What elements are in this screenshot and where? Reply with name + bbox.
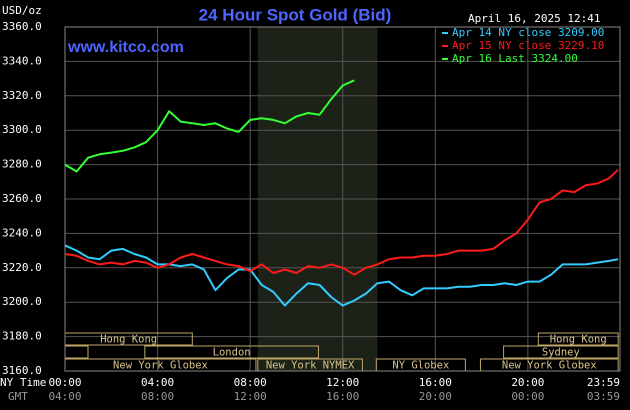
session-label: NY Globex	[392, 360, 449, 372]
y-tick-label: 3240.0	[2, 226, 42, 239]
x-tick-label: 00:00	[48, 376, 81, 389]
session-label: New York NYMEX	[266, 360, 355, 372]
timestamp: April 16, 2025 12:41	[468, 12, 600, 25]
y-tick-label: 3260.0	[2, 192, 42, 205]
x-axis-label: NY Time	[0, 376, 46, 389]
y-tick-label: 3160.0	[2, 364, 42, 377]
y-tick-label: 3340.0	[2, 54, 42, 67]
session-box	[64, 345, 89, 359]
chart-title: 24 Hour Spot Gold (Bid)	[199, 5, 392, 24]
x-tick-label-gmt: 04:00	[48, 390, 81, 403]
y-tick-label: 3320.0	[2, 89, 42, 102]
session-label: London	[213, 347, 251, 359]
x-tick-label-gmt: 00:00	[511, 390, 544, 403]
x-tick-label: 12:00	[326, 376, 359, 389]
site-label: www.kitco.com	[67, 39, 184, 56]
y-tick-label: 3280.0	[2, 158, 42, 171]
session-label: Hong Kong	[100, 334, 157, 346]
x-tick-label-gmt: 16:00	[326, 390, 359, 403]
legend-label: Apr 15 NY close 3229.10	[452, 39, 604, 52]
y-tick-label: 3220.0	[2, 261, 42, 274]
session-label: Hong Kong	[550, 334, 607, 346]
unit-label: USD/oz	[2, 4, 42, 17]
y-tick-label: 3300.0	[2, 123, 42, 136]
x-axis-label-gmt: GMT	[8, 390, 28, 403]
session-box	[144, 345, 319, 359]
session-box	[537, 332, 619, 346]
x-tick-label: 23:59	[587, 376, 620, 389]
y-tick-label: 3200.0	[2, 295, 42, 308]
y-tick-label: 3360.0	[2, 20, 42, 33]
session-label: New York Globex	[113, 360, 208, 372]
x-tick-label-gmt: 03:59	[587, 390, 620, 403]
legend-label: Apr 16 Last 3324.00	[452, 52, 578, 65]
x-tick-label-gmt: 08:00	[141, 390, 174, 403]
x-tick-label: 04:00	[141, 376, 174, 389]
y-tick-label: 3180.0	[2, 330, 42, 343]
x-tick-label-gmt: 20:00	[419, 390, 452, 403]
price-line	[64, 79, 355, 173]
session-label: New York Globex	[502, 360, 597, 372]
plot-border	[64, 26, 621, 372]
session-label: Sydney	[542, 347, 580, 359]
session-box	[503, 345, 619, 359]
price-line	[64, 244, 619, 307]
price-line	[64, 169, 619, 276]
x-tick-label: 16:00	[419, 376, 452, 389]
x-tick-label-gmt: 12:00	[234, 390, 267, 403]
legend-label: Apr 14 NY close 3209.00	[452, 26, 604, 39]
x-tick-label: 08:00	[234, 376, 267, 389]
x-tick-label: 20:00	[511, 376, 544, 389]
